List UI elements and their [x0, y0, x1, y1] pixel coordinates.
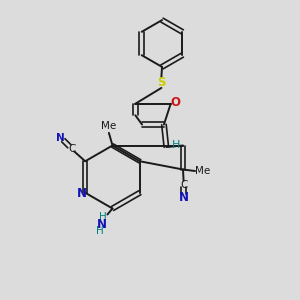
Text: C: C [180, 179, 187, 190]
Text: Me: Me [195, 166, 210, 176]
Text: N: N [76, 187, 87, 200]
Text: S: S [157, 76, 166, 89]
Text: O: O [170, 96, 180, 109]
Text: N: N [178, 190, 189, 204]
Text: H: H [172, 140, 180, 150]
Text: Me: Me [101, 121, 116, 131]
Text: N: N [96, 218, 106, 231]
Text: H: H [99, 212, 106, 223]
Text: C: C [68, 144, 75, 154]
Text: H: H [96, 226, 104, 236]
Text: N: N [56, 133, 65, 143]
